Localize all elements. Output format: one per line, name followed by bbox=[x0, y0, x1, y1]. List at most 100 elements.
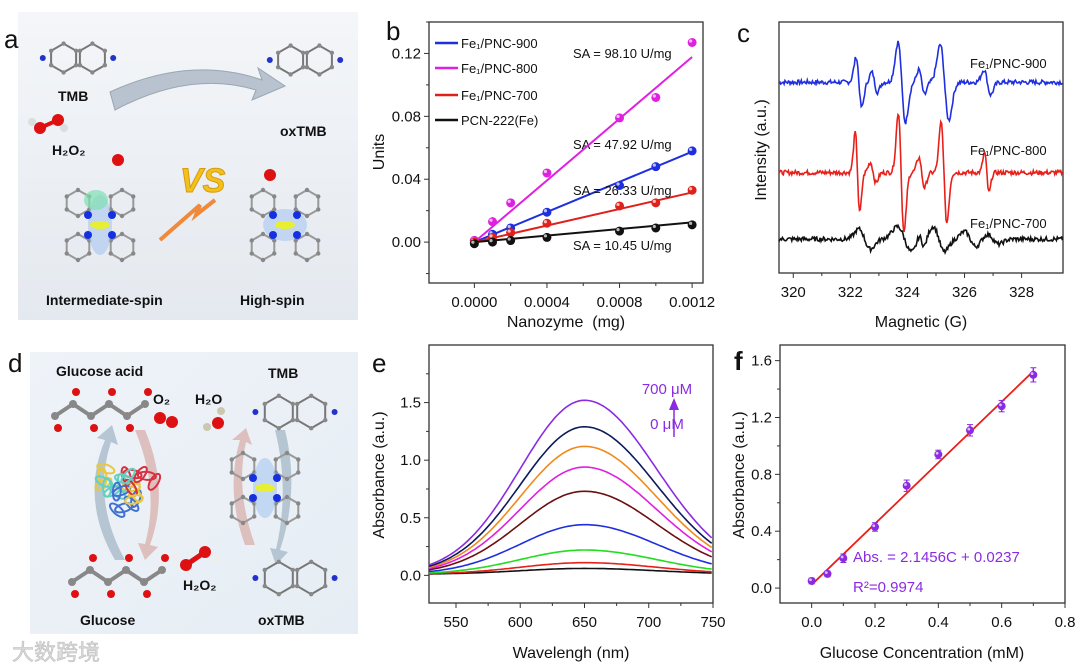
data-point bbox=[871, 522, 879, 531]
atom bbox=[275, 50, 281, 55]
nitrogen-atom bbox=[337, 57, 344, 63]
glucose-label: Glucose bbox=[80, 612, 135, 628]
chart-f: f Absorbance (a.u.) Glucose Concentratio… bbox=[731, 344, 1075, 662]
atom bbox=[317, 72, 322, 77]
fit-line bbox=[811, 370, 1034, 586]
nitrogen-atom bbox=[84, 231, 92, 239]
atom bbox=[108, 251, 113, 256]
series-label: Fe₁/PNC-700 bbox=[970, 216, 1047, 231]
atom bbox=[296, 470, 301, 475]
oxygen-atom bbox=[54, 424, 62, 432]
oxygen-atom bbox=[264, 169, 276, 181]
atom bbox=[48, 62, 54, 68]
data-point-highlight bbox=[616, 114, 620, 119]
nitrogen-atom bbox=[331, 409, 338, 415]
atom bbox=[87, 251, 92, 256]
tmb-molecule bbox=[39, 41, 117, 75]
y-tick-label: 0.8 bbox=[751, 466, 772, 483]
orbital-lobe bbox=[84, 190, 108, 210]
atom bbox=[316, 194, 321, 199]
atom bbox=[229, 457, 234, 462]
carbon-atom bbox=[86, 566, 94, 574]
series-label: Fe₁/PNC-800 bbox=[970, 143, 1047, 158]
atom bbox=[64, 207, 69, 212]
absorbance-spectrum bbox=[428, 490, 713, 571]
specific-activity-annotation: SA = 98.10 U/mg bbox=[573, 46, 672, 61]
carbon-atom bbox=[158, 566, 166, 574]
atom bbox=[73, 62, 79, 68]
atom bbox=[290, 583, 296, 589]
arrow-up-icon bbox=[669, 398, 679, 410]
glucose-acid-molecule bbox=[51, 388, 152, 432]
high-spin-structure bbox=[249, 169, 321, 263]
atom bbox=[272, 194, 277, 199]
atom bbox=[249, 207, 254, 212]
atom bbox=[296, 457, 301, 462]
atom bbox=[293, 194, 298, 199]
oxtmb-label: oxTMB bbox=[280, 123, 327, 139]
panel-label-d: d bbox=[8, 348, 22, 378]
atom bbox=[260, 231, 266, 237]
protein-ribbon bbox=[109, 502, 126, 518]
data-point bbox=[902, 481, 911, 490]
y-tick-label: 0.00 bbox=[392, 234, 421, 251]
iron-center bbox=[255, 484, 275, 492]
data-point bbox=[488, 237, 498, 247]
atom bbox=[102, 48, 108, 53]
y-tick-label: 0.4 bbox=[751, 523, 772, 540]
h2o2-molecule-d bbox=[172, 546, 221, 571]
x-axis-title: Wavelengh (nm) bbox=[513, 645, 630, 662]
data-point-highlight bbox=[904, 483, 907, 486]
data-point bbox=[506, 228, 516, 238]
atom bbox=[309, 559, 314, 564]
carbon-atom bbox=[105, 400, 113, 408]
atom bbox=[272, 207, 277, 212]
data-point bbox=[997, 402, 1006, 411]
nitrogen-atom bbox=[108, 231, 116, 239]
nitrogen-atom bbox=[269, 211, 277, 219]
atom bbox=[294, 567, 300, 573]
atom bbox=[276, 426, 281, 431]
panel-label-a: a bbox=[4, 24, 19, 54]
atom bbox=[61, 41, 66, 46]
cycle-arrow-left-down bbox=[135, 430, 159, 560]
fit-line bbox=[473, 56, 693, 243]
data-point-highlight bbox=[507, 224, 511, 229]
atom bbox=[229, 514, 234, 519]
atom bbox=[290, 567, 296, 573]
x-axis-title: Magnetic (G) bbox=[875, 314, 967, 331]
data-point bbox=[615, 226, 625, 236]
chart-b: b Units Nanozyme (mg) 0.0000 0.0004 0.0008… bbox=[371, 16, 715, 331]
protein-ribbon bbox=[123, 495, 140, 512]
atom bbox=[309, 426, 314, 431]
h2o-molecule bbox=[203, 407, 225, 431]
reaction-arrow bbox=[109, 66, 287, 111]
atom bbox=[290, 417, 296, 423]
atom bbox=[131, 238, 136, 243]
annotation-low: 0 μM bbox=[650, 416, 684, 433]
data-point-highlight bbox=[507, 237, 511, 241]
atom bbox=[304, 257, 310, 263]
data-point bbox=[839, 554, 848, 563]
atom bbox=[90, 70, 95, 75]
h2o2-molecule bbox=[28, 114, 68, 134]
y-tick-label: 0.5 bbox=[400, 510, 421, 527]
nitrogen-atom bbox=[108, 211, 116, 219]
atom bbox=[64, 238, 69, 243]
y-axis-title: Absorbance (a.u.) bbox=[731, 411, 748, 538]
plot-frame bbox=[428, 344, 714, 604]
series-label: Fe₁/PNC-900 bbox=[970, 56, 1047, 71]
cycle-arrow-right-up bbox=[232, 428, 255, 545]
protein-ribbon bbox=[124, 494, 144, 505]
x-axis-title: Nanozyme (mg) bbox=[507, 314, 625, 331]
atom bbox=[77, 48, 83, 53]
data-point-highlight bbox=[967, 427, 971, 431]
o2-molecule bbox=[154, 412, 178, 428]
carbon-atom bbox=[51, 412, 59, 420]
atom bbox=[262, 417, 267, 423]
data-point-highlight bbox=[507, 229, 511, 233]
atom bbox=[288, 43, 293, 48]
x-tick-label: 0.2 bbox=[865, 614, 886, 631]
specific-activity-annotation: SA = 26.33 U/mg bbox=[573, 183, 672, 198]
data-point bbox=[615, 201, 625, 211]
